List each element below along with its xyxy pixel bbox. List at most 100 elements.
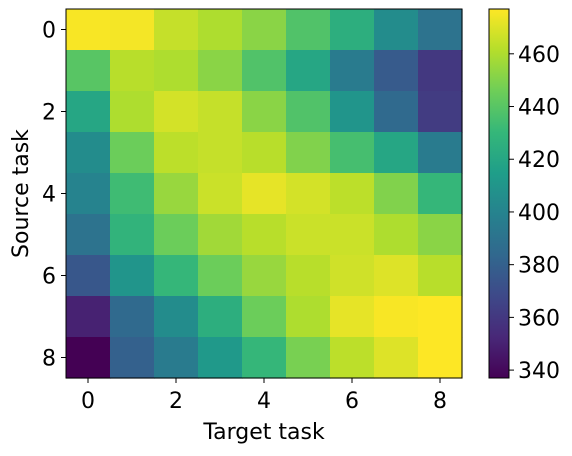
y-tick-label: 4 xyxy=(42,183,56,208)
heatmap-cell xyxy=(286,9,331,51)
heatmap-cell xyxy=(66,296,111,338)
heatmap-cell xyxy=(110,50,155,92)
heatmap-cell xyxy=(330,296,375,338)
heatmap-cell xyxy=(418,255,463,297)
heatmap-cell xyxy=(418,132,463,174)
heatmap-cell xyxy=(330,91,375,133)
colorbar-tick-label: 460 xyxy=(518,43,560,68)
heatmap-cell xyxy=(330,337,375,379)
heatmap-cell xyxy=(418,9,463,51)
heatmap-cell xyxy=(198,296,243,338)
x-axis-ticks: 0 2 4 6 8 xyxy=(81,378,447,414)
heatmap-cell xyxy=(66,91,111,133)
heatmap-cell xyxy=(154,255,199,297)
heatmap-cells xyxy=(66,9,463,379)
heatmap-cell xyxy=(374,173,419,215)
heatmap-cell xyxy=(110,296,155,338)
heatmap-cell xyxy=(286,337,331,379)
heatmap-cell xyxy=(110,91,155,133)
heatmap-cell xyxy=(418,50,463,92)
heatmap-cell xyxy=(110,173,155,215)
heatmap-cell xyxy=(198,337,243,379)
heatmap-cell xyxy=(374,214,419,256)
x-tick-label: 0 xyxy=(81,389,95,414)
heatmap-cell xyxy=(418,296,463,338)
heatmap-cell xyxy=(110,132,155,174)
heatmap-cell xyxy=(66,255,111,297)
heatmap-cell xyxy=(418,91,463,133)
heatmap-cell xyxy=(418,214,463,256)
y-tick-label: 8 xyxy=(42,347,56,372)
heatmap-cell xyxy=(330,132,375,174)
heatmap-cell xyxy=(154,337,199,379)
colorbar-tick-label: 380 xyxy=(518,254,560,279)
heatmap-cell xyxy=(330,214,375,256)
heatmap-cell xyxy=(418,337,463,379)
y-tick-label: 0 xyxy=(42,19,56,44)
heatmap-cell xyxy=(286,50,331,92)
heatmap-cell xyxy=(154,91,199,133)
heatmap-cell xyxy=(110,255,155,297)
x-tick-label: 2 xyxy=(169,389,183,414)
heatmap-cell xyxy=(374,50,419,92)
heatmap-cell xyxy=(66,337,111,379)
heatmap-cell xyxy=(330,9,375,51)
colorbar-tick-label: 440 xyxy=(518,96,560,121)
heatmap-cell xyxy=(286,255,331,297)
colorbar-tick-label: 340 xyxy=(518,359,560,384)
heatmap-cell xyxy=(374,296,419,338)
heatmap-cell xyxy=(198,132,243,174)
heatmap-cell xyxy=(198,50,243,92)
heatmap-cell xyxy=(110,214,155,256)
heatmap-cell xyxy=(286,91,331,133)
heatmap-cell xyxy=(242,132,287,174)
heatmap-cell xyxy=(374,91,419,133)
heatmap-cell xyxy=(110,9,155,51)
colorbar xyxy=(488,8,510,379)
heatmap-cell xyxy=(66,9,111,51)
heatmap-cell xyxy=(154,214,199,256)
x-tick-label: 4 xyxy=(257,389,271,414)
heatmap-cell xyxy=(418,173,463,215)
y-tick-label: 2 xyxy=(42,101,56,126)
y-axis-label: Source task xyxy=(9,129,34,258)
x-tick-label: 6 xyxy=(345,389,359,414)
heatmap-cell xyxy=(198,173,243,215)
heatmap-cell xyxy=(286,173,331,215)
heatmap-cell xyxy=(330,50,375,92)
heatmap-cell xyxy=(198,214,243,256)
heatmap-cell xyxy=(374,9,419,51)
heatmap-cell xyxy=(242,50,287,92)
y-tick-label: 6 xyxy=(42,265,56,290)
heatmap-cell xyxy=(242,296,287,338)
heatmap-cell xyxy=(286,132,331,174)
heatmap-cell xyxy=(66,132,111,174)
heatmap-cell xyxy=(286,296,331,338)
heatmap-cell xyxy=(154,9,199,51)
heatmap-cell xyxy=(286,214,331,256)
y-axis-ticks: 0 2 4 6 8 xyxy=(42,19,66,372)
heatmap-cell xyxy=(374,255,419,297)
colorbar-tick-label: 400 xyxy=(518,201,560,226)
x-tick-label: 8 xyxy=(433,389,447,414)
heatmap-cell xyxy=(198,9,243,51)
heatmap-cell xyxy=(242,173,287,215)
heatmap-cell xyxy=(242,91,287,133)
heatmap-cell xyxy=(154,132,199,174)
heatmap-cell xyxy=(242,214,287,256)
heatmap-cell xyxy=(242,9,287,51)
heatmap-cell xyxy=(66,173,111,215)
heatmap-cell xyxy=(198,255,243,297)
heatmap-cell xyxy=(154,50,199,92)
heatmap-cell xyxy=(154,296,199,338)
heatmap-cell xyxy=(374,337,419,379)
heatmap-cell xyxy=(374,132,419,174)
heatmap-cell xyxy=(198,91,243,133)
heatmap-cell xyxy=(66,214,111,256)
colorbar-ticks: 340 360 380 400 420 440 460 xyxy=(509,43,560,384)
colorbar-tick-label: 420 xyxy=(518,148,560,173)
heatmap-cell xyxy=(154,173,199,215)
heatmap-cell xyxy=(242,255,287,297)
heatmap-cell xyxy=(330,173,375,215)
